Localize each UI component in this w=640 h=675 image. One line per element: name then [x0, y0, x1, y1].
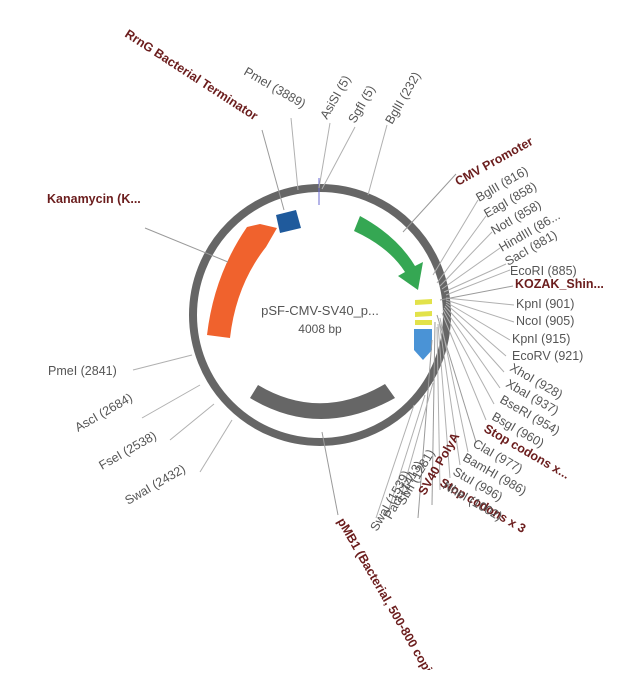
sv40-polya-arrow[interactable]: [414, 329, 432, 360]
site-label[interactable]: PmeI (3889): [242, 64, 309, 111]
site-leader: [141, 384, 201, 419]
site-label[interactable]: SwaI (2432): [123, 462, 188, 508]
site-leader: [437, 323, 451, 479]
site-label[interactable]: PmeI (2841): [48, 364, 117, 378]
cmv-leader: [402, 173, 457, 233]
site-leader: [367, 124, 388, 196]
site-leader: [445, 299, 515, 323]
stop2-leader: [431, 321, 436, 506]
site-leader: [199, 419, 233, 473]
site-label[interactable]: KpnI (901): [516, 297, 574, 311]
pmb1-arrow[interactable]: [250, 384, 395, 419]
site-leader: [290, 117, 299, 191]
site-leaders: [132, 117, 515, 519]
feature-label-kanamycin[interactable]: Kanamycin (K...: [47, 192, 141, 206]
site-leader: [321, 126, 356, 190]
site-leader: [445, 303, 507, 357]
site-label[interactable]: AscI (2684): [73, 391, 135, 435]
site-leader: [375, 404, 415, 519]
site-leader: [399, 382, 434, 501]
site-leader: [132, 354, 193, 371]
site-label[interactable]: BglII (232): [382, 70, 423, 127]
feature-label-kozak[interactable]: KOZAK_Shin...: [515, 277, 604, 291]
plasmid-size: 4008 bp: [298, 322, 342, 336]
rrng-leader: [261, 129, 285, 211]
kanamycin-arrow[interactable]: [207, 224, 277, 338]
site-leader: [444, 305, 505, 373]
plasmid-backbone: [189, 184, 451, 446]
site-leader: [445, 301, 511, 341]
feature-label-rrng[interactable]: RrnG Bacterial Terminator: [122, 27, 260, 123]
site-leader: [432, 199, 479, 276]
site-label[interactable]: EcoRI (885): [510, 264, 577, 278]
kozak-leader: [439, 285, 514, 301]
site-leader: [445, 297, 515, 306]
site-label[interactable]: SgfI (5): [345, 83, 378, 126]
feature-label-pmb1[interactable]: pMB1 (Bacterial, 500-800 copies): [334, 516, 443, 675]
rrng-terminator-arrow[interactable]: [276, 210, 301, 233]
site-leader: [169, 403, 215, 441]
site-leader: [387, 394, 426, 513]
kanamycin-leader: [144, 227, 229, 263]
site-leader: [318, 122, 331, 189]
plasmid-name: pSF-CMV-SV40_p...: [261, 303, 379, 318]
site-label[interactable]: KpnI (915): [512, 332, 570, 346]
site-leader: [439, 317, 469, 453]
site-leader: [439, 231, 493, 287]
site-label[interactable]: FseI (2538): [97, 429, 159, 473]
site-label[interactable]: EcoRV (921): [512, 349, 583, 363]
site-leader: [438, 320, 461, 466]
site-leader: [445, 269, 511, 296]
site-leader: [436, 215, 487, 284]
site-leader: [443, 263, 507, 293]
stop-codons-1-feature[interactable]: [415, 311, 432, 317]
site-leader: [441, 312, 487, 421]
stop-codons-2-feature[interactable]: [415, 320, 432, 325]
pmb1-leader: [321, 431, 339, 516]
kozak-feature[interactable]: [415, 299, 432, 305]
site-leader: [443, 307, 501, 389]
site-label[interactable]: NcoI (905): [516, 314, 574, 328]
site-leader: [442, 309, 495, 405]
sv40-leader: [417, 339, 433, 519]
site-leader: [441, 247, 501, 290]
site-leader: [436, 326, 441, 491]
cmv-promoter-arrow[interactable]: [354, 216, 423, 290]
